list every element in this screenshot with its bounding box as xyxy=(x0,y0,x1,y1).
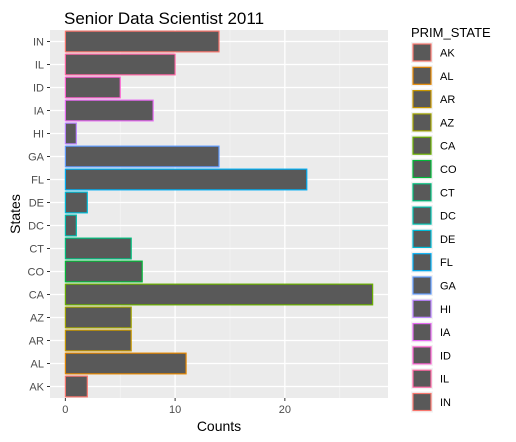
chart-title: Senior Data Scientist 2011 xyxy=(64,9,264,28)
bar-in xyxy=(64,30,220,53)
legend-key-ga xyxy=(412,276,432,295)
bar-ca xyxy=(64,283,374,306)
y-tick-label: AK xyxy=(29,382,44,394)
legend-key-al xyxy=(412,66,432,85)
legend-label-ca: CA xyxy=(440,141,456,153)
legend-key-ar xyxy=(412,89,432,109)
legend-label-il: IL xyxy=(440,374,449,386)
y-tick-label: HI xyxy=(33,129,44,141)
legend-label-ga: GA xyxy=(440,281,457,293)
legend-key-ia xyxy=(412,323,432,342)
legend-label-in: IN xyxy=(440,397,451,409)
legend-label-ia: IA xyxy=(440,327,451,339)
legend-key-az xyxy=(412,113,432,132)
legend-key-id xyxy=(412,346,432,365)
bar-fl xyxy=(64,168,308,191)
legend-key-de xyxy=(412,229,432,248)
y-tick-label: AR xyxy=(29,336,44,348)
bar-ar xyxy=(64,329,132,352)
y-tick-label: IN xyxy=(33,37,44,49)
x-axis-title: Counts xyxy=(197,418,241,434)
y-tick-label: CT xyxy=(29,244,44,256)
legend-key-ct xyxy=(412,183,432,202)
bar-al xyxy=(64,352,187,375)
legend-key-ak xyxy=(412,43,432,62)
bar-co xyxy=(64,260,143,283)
legend-label-id: ID xyxy=(440,350,451,362)
legend: AK AL AR AZ CA CO CT DC DE FL GA HI IA ID IL IN xyxy=(411,42,457,413)
legend-label-ar: AR xyxy=(440,94,455,106)
legend-key-co xyxy=(412,159,432,179)
y-tick-label: ID xyxy=(33,83,44,95)
bars xyxy=(64,30,374,398)
bar-hi xyxy=(64,122,77,145)
y-tick-label: AZ xyxy=(30,313,44,325)
y-tick-label: FL xyxy=(31,175,44,187)
y-tick-label: IA xyxy=(34,106,45,118)
bar-ct xyxy=(64,237,132,260)
y-tick-label: DE xyxy=(29,198,44,210)
y-tick-label: IL xyxy=(35,60,44,72)
x-tick-label: 0 xyxy=(62,404,68,416)
legend-label-co: CO xyxy=(440,164,457,176)
legend-label-de: DE xyxy=(440,234,455,246)
legend-label-ak: AK xyxy=(440,48,455,60)
bar-de xyxy=(64,191,88,214)
legend-key-dc xyxy=(412,206,432,225)
legend-key-in xyxy=(412,392,432,412)
legend-label-hi: HI xyxy=(440,304,451,316)
legend-label-dc: DC xyxy=(440,211,456,223)
bar-ia xyxy=(64,99,154,122)
legend-key-ca xyxy=(412,136,432,155)
legend-label-ct: CT xyxy=(440,187,455,199)
y-tick-label: CO xyxy=(28,267,45,279)
legend-label-az: AZ xyxy=(440,117,454,129)
legend-title: PRIM_STATE xyxy=(411,25,491,40)
bar-il xyxy=(64,53,176,76)
y-tick-label: CA xyxy=(29,290,45,302)
x-tick-label: 10 xyxy=(169,404,181,416)
bar-id xyxy=(64,76,121,99)
y-tick-label: GA xyxy=(28,152,45,164)
y-axis-title: States xyxy=(7,194,23,234)
legend-key-fl xyxy=(412,253,432,272)
x-tick-label: 20 xyxy=(279,404,291,416)
y-tick-label: AL xyxy=(31,359,44,371)
y-tick-label: DC xyxy=(28,221,44,233)
legend-key-il xyxy=(412,369,432,388)
x-axis: 0 10 20 xyxy=(62,398,291,416)
y-axis: AK AL AR AZ CA CO CT DC DE FL GA HI IA ID IL IN xyxy=(28,37,50,394)
bar-dc xyxy=(64,214,77,237)
bar-az xyxy=(64,306,132,329)
bar-ak xyxy=(64,375,88,398)
legend-label-fl: FL xyxy=(440,257,453,269)
legend-label-al: AL xyxy=(440,71,453,83)
bar-ga xyxy=(64,145,220,168)
legend-key-hi xyxy=(412,299,432,318)
